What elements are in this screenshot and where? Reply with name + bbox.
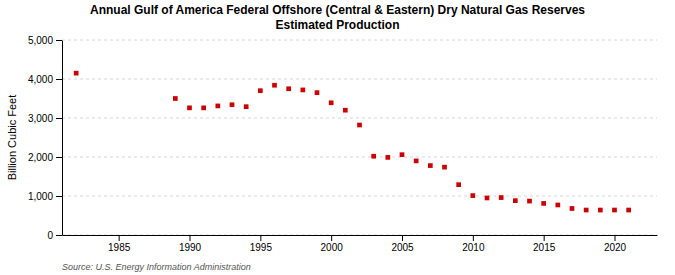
point	[499, 195, 504, 200]
point	[215, 104, 220, 109]
y-tick: 5,000	[28, 35, 62, 46]
x-tick-mark	[260, 235, 261, 241]
point	[315, 90, 320, 95]
x-tick-label: 2000	[321, 242, 344, 253]
y-tick-label: 5,000	[28, 35, 53, 46]
y-tick: 1,000	[28, 191, 62, 202]
x-tick-label: 2015	[533, 242, 556, 253]
x-tick: 2000	[321, 235, 344, 253]
point	[442, 165, 447, 170]
point	[400, 152, 405, 157]
y-tick: 4,000	[28, 74, 62, 85]
y-tick-mark	[56, 79, 62, 80]
point	[485, 196, 490, 201]
title: Annual Gulf of America Federal Offshore …	[90, 3, 585, 32]
chart-svg: 1985 1990 1995 2000 2005 2010 2015 2020 0 1,000 2,…	[0, 0, 675, 275]
point	[173, 96, 178, 101]
point	[258, 88, 263, 93]
chart-container: 1985 1990 1995 2000 2005 2010 2015 2020 0 1,000 2,…	[0, 0, 675, 275]
x-tick-label: 2010	[462, 242, 485, 253]
grid-line	[62, 196, 657, 197]
y-tick-mark	[56, 235, 62, 236]
x-tick: 1985	[108, 235, 131, 253]
point	[329, 100, 334, 105]
x-tick-label: 2020	[604, 242, 627, 253]
point	[598, 208, 603, 213]
point	[300, 88, 305, 93]
y-tick-label: 2,000	[28, 152, 53, 163]
point	[626, 208, 631, 213]
x-tick: 2005	[391, 235, 414, 253]
x-tick-label: 1990	[179, 242, 202, 253]
grid-line	[62, 40, 657, 41]
point	[470, 193, 475, 198]
grid-line	[62, 118, 657, 119]
y-tick-label: 3,000	[28, 113, 53, 124]
point	[541, 201, 546, 206]
x-tick-label: 1985	[108, 242, 131, 253]
grid-line	[62, 79, 657, 80]
point	[187, 106, 192, 111]
x-tick-mark	[331, 235, 332, 241]
points	[74, 71, 631, 213]
x-tick-mark	[190, 235, 191, 241]
x-axis: 1985 1990 1995 2000 2005 2010 2015 2020	[63, 235, 658, 253]
x-axis-line	[63, 235, 658, 236]
x-tick: 2020	[604, 235, 627, 253]
point	[272, 83, 277, 88]
x-tick: 2015	[533, 235, 556, 253]
grid-line	[62, 157, 657, 158]
point	[555, 203, 560, 208]
point	[74, 71, 79, 76]
x-tick: 1990	[179, 235, 202, 253]
x-tick: 2010	[462, 235, 485, 253]
point	[230, 102, 235, 107]
x-tick-mark	[544, 235, 545, 241]
x-tick-mark	[402, 235, 403, 241]
point	[527, 199, 532, 204]
y-tick-label: 0	[47, 230, 53, 241]
source: Source: U.S. Energy Information Administ…	[62, 262, 251, 272]
plot-area: 1985 1990 1995 2000 2005 2010 2015 2020 0 1,000 2,…	[28, 35, 658, 253]
x-tick-label: 1995	[250, 242, 273, 253]
point	[244, 104, 249, 109]
point	[584, 208, 589, 213]
y-tick-label: 1,000	[28, 191, 53, 202]
y-tick-mark	[56, 118, 62, 119]
grid-line	[62, 235, 657, 236]
x-tick-mark	[615, 235, 616, 241]
y-tick: 0	[47, 230, 62, 241]
x-tick: 1995	[250, 235, 273, 253]
point	[357, 123, 362, 128]
y-axis-line	[62, 41, 63, 236]
point	[414, 159, 419, 164]
point	[286, 86, 291, 91]
x-tick-mark	[473, 235, 474, 241]
y-axis: 0 1,000 2,000 3,000 4,000 5,000	[28, 35, 63, 241]
x-tick-mark	[119, 235, 120, 241]
point	[371, 154, 376, 159]
y-tick: 2,000	[28, 152, 62, 163]
y-tick-mark	[56, 196, 62, 197]
point	[428, 163, 433, 168]
y-axis-title: Billion Cubic Feet	[6, 95, 18, 181]
point	[456, 182, 461, 187]
title-line: Annual Gulf of America Federal Offshore …	[90, 3, 585, 17]
title-line: Estimated Production	[275, 18, 399, 32]
x-tick-label: 2005	[391, 242, 414, 253]
y-tick: 3,000	[28, 113, 62, 124]
point	[612, 208, 617, 213]
point	[570, 206, 575, 211]
point	[385, 155, 390, 160]
point	[513, 198, 518, 203]
point	[343, 108, 348, 113]
y-tick-mark	[56, 40, 62, 41]
point	[201, 106, 206, 111]
y-tick-label: 4,000	[28, 74, 53, 85]
y-tick-mark	[56, 157, 62, 158]
grid	[62, 40, 657, 235]
